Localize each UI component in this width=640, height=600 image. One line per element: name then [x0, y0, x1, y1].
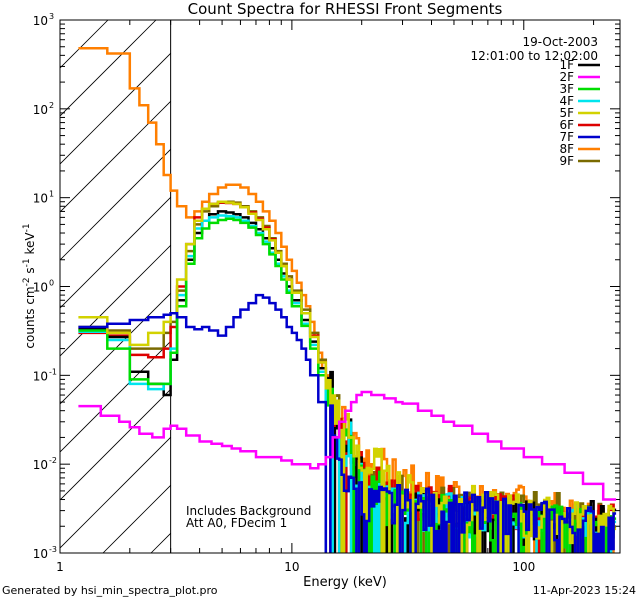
legend-label-1f: 1F	[559, 58, 574, 72]
legend-label-6f: 6F	[559, 118, 574, 132]
y-tick-label: 10	[33, 192, 48, 206]
y-tick-exponent: -1	[49, 367, 57, 376]
legend-label-2f: 2F	[559, 70, 574, 84]
x-tick-label: 10	[284, 560, 299, 574]
y-tick-label: 10	[33, 103, 48, 117]
y-tick-label: 10	[33, 547, 48, 561]
y-tick-label: 10	[33, 369, 48, 383]
y-tick-exponent: -3	[49, 545, 57, 554]
y-tick-exponent: 3	[49, 12, 54, 21]
series-group	[78, 47, 617, 553]
legend-date: 19-Oct-2003	[522, 35, 598, 49]
series-line-7f	[78, 293, 617, 553]
y-axis-label: counts cm-2 s-1 keV-1	[22, 223, 37, 348]
legend-label-4f: 4F	[559, 94, 574, 108]
y-tick-exponent: 2	[49, 101, 54, 110]
y-tick-exponent: 1	[49, 190, 54, 199]
footer-generated-by: Generated by hsi_min_spectra_plot.pro	[2, 584, 218, 597]
series-line-2f	[78, 390, 617, 501]
series-line-3f	[78, 217, 617, 553]
hatch-lines	[60, 20, 171, 553]
legend-label-9f: 9F	[559, 154, 574, 168]
legend-label-7f: 7F	[559, 130, 574, 144]
y-tick-label: 10	[33, 281, 48, 295]
hatch-path	[60, 20, 171, 553]
x-axis-label: Energy (keV)	[303, 575, 387, 590]
y-tick-label: 10	[33, 14, 48, 28]
legend-label-5f: 5F	[559, 106, 574, 120]
annotation-attenuator: Att A0, FDecim 1	[186, 516, 287, 530]
hatched-region	[60, 20, 172, 553]
y-tick-exponent: 0	[49, 279, 54, 288]
plot-frame	[59, 19, 621, 554]
y-tick-label: 10	[33, 458, 48, 472]
legend-time-range: 12:01:00 to 12:02:00	[471, 49, 598, 63]
legend-label-3f: 3F	[559, 82, 574, 96]
annotation-background: Includes Background	[186, 504, 311, 518]
x-tick-label: 100	[512, 560, 535, 574]
y-tick-exponent: -2	[49, 456, 57, 465]
series-line-5f	[78, 200, 617, 553]
legend-label-8f: 8F	[559, 142, 574, 156]
chart-title: Count Spectra for RHESSI Front Segments	[188, 0, 503, 18]
x-tick-label: 1	[56, 560, 64, 574]
footer-date: 11-Apr-2023 15:24	[533, 584, 636, 597]
